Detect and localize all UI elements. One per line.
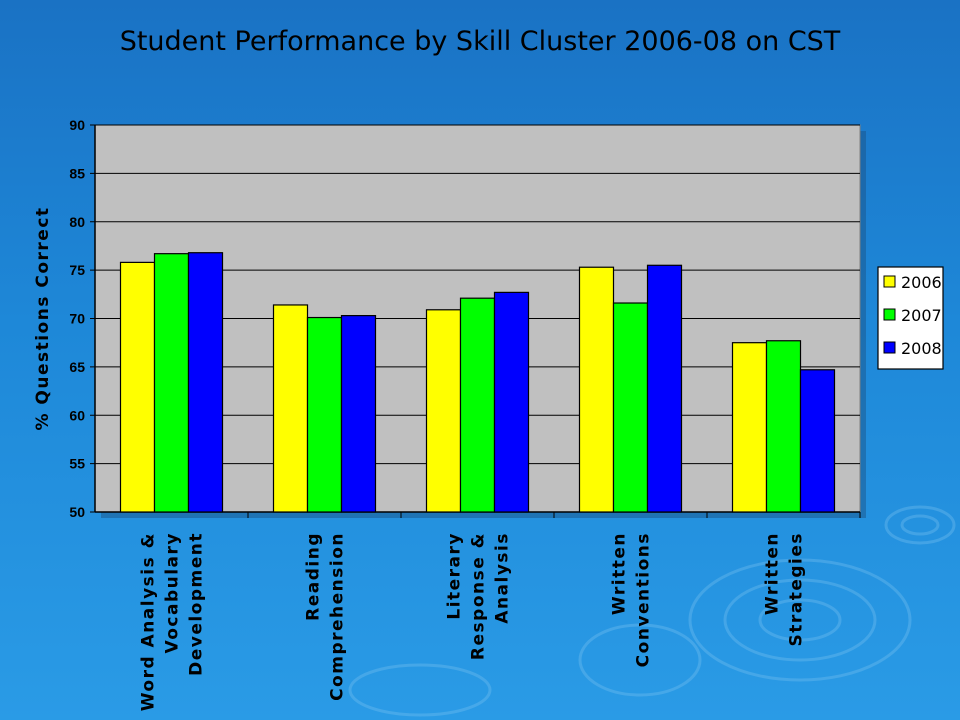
y-tick-label: 70: [69, 311, 85, 327]
bar-2006-3: [425, 309, 462, 513]
legend-label-2007: 2007: [901, 306, 942, 325]
legend-swatch-2006: [883, 275, 896, 288]
legend-label-2008: 2008: [901, 339, 942, 358]
bar-2008-1: [187, 252, 224, 513]
bar-2007-3: [459, 297, 496, 513]
y-tick-label: 65: [69, 359, 85, 375]
bar-2006-5: [731, 342, 768, 513]
legend-swatch-2007: [883, 308, 896, 321]
x-category-label: Conventions: [634, 532, 654, 667]
y-tick-label: 50: [69, 504, 85, 520]
y-tick-label: 85: [69, 165, 85, 181]
legend-swatch-2008: [883, 341, 896, 354]
x-category-label: Vocabulary: [163, 532, 183, 654]
x-category-label: Development: [187, 532, 207, 676]
x-category-label: Comprehension: [328, 532, 348, 701]
bar-2006-1: [119, 261, 156, 513]
bar-2007-2: [306, 316, 343, 513]
bar-2006-2: [272, 304, 309, 513]
x-category-label: Written: [610, 532, 630, 615]
y-tick-label: 80: [69, 214, 85, 230]
x-category-label: Strategies: [787, 532, 807, 647]
bar-2008-2: [340, 314, 377, 513]
legend-label-2006: 2006: [901, 273, 942, 292]
bar-2008-5: [799, 369, 836, 513]
bar-2007-4: [612, 302, 649, 513]
y-tick-label: 90: [69, 117, 85, 133]
bar-2007-1: [153, 253, 190, 513]
bar-2007-5: [765, 340, 802, 513]
chart-title: Student Performance by Skill Cluster 200…: [119, 26, 841, 57]
x-category-label: Word Analysis &: [139, 532, 159, 711]
x-category-label: Literary: [445, 532, 465, 620]
x-category-label: Written: [763, 532, 783, 615]
y-tick-label: 60: [69, 407, 85, 423]
bar-2008-4: [646, 264, 683, 513]
legend: 2006 2007 2008: [877, 266, 944, 370]
water-ripple-decoration: [348, 505, 956, 717]
y-tick-label: 55: [69, 456, 85, 472]
bar-2008-3: [493, 291, 530, 513]
x-category-label: Reading: [304, 532, 324, 621]
x-category-label: Analysis: [493, 532, 513, 624]
y-axis-title: % Questions Correct: [33, 206, 53, 430]
y-tick-label: 75: [69, 262, 85, 278]
bar-2006-4: [578, 266, 615, 513]
x-category-label: Response &: [469, 532, 489, 660]
